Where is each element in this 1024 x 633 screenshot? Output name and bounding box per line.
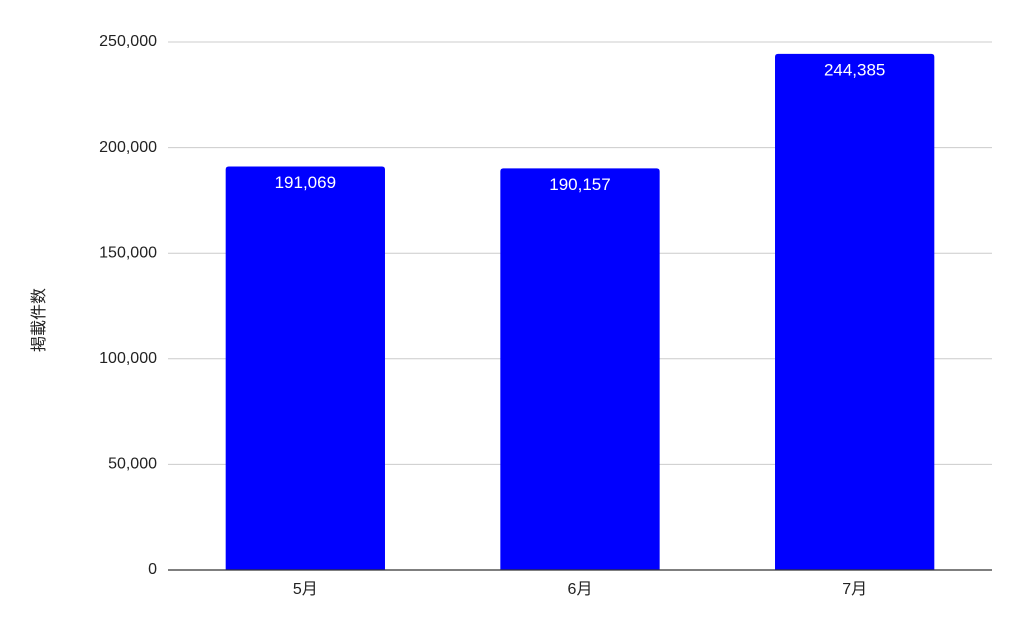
x-tick-label: 6月: [568, 581, 593, 598]
y-tick-label: 0: [148, 561, 157, 578]
x-tick-label: 7月: [842, 581, 867, 598]
y-tick-label: 250,000: [99, 33, 157, 50]
y-tick-label: 200,000: [99, 139, 157, 156]
data-label: 190,157: [549, 175, 610, 194]
y-tick-label: 100,000: [99, 350, 157, 367]
y-tick-label: 50,000: [108, 456, 157, 473]
y-axis-label: 掲載件数: [30, 288, 48, 352]
y-tick-label: 150,000: [99, 244, 157, 261]
x-tick-label: 5月: [293, 581, 318, 598]
data-label: 244,385: [824, 60, 885, 79]
bar: [500, 168, 660, 570]
bar: [775, 53, 935, 570]
data-label: 191,069: [275, 173, 336, 192]
bar: [225, 166, 385, 570]
